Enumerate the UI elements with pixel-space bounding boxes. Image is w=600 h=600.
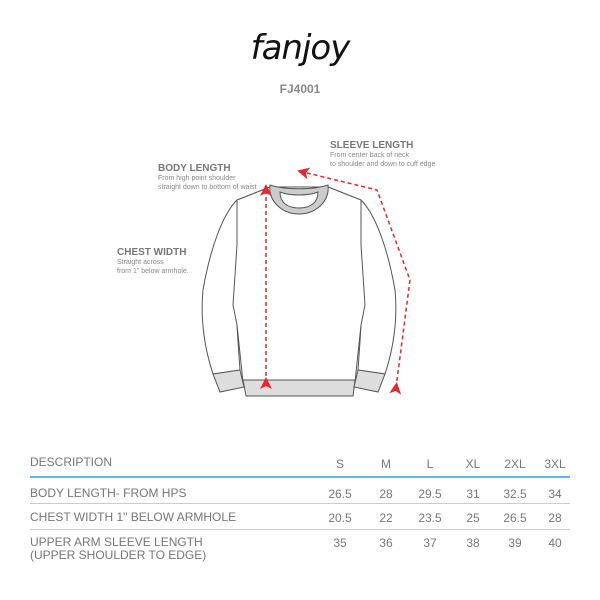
callout-title: CHEST WIDTH: [117, 247, 187, 258]
row-value: 22: [379, 511, 393, 525]
table-row: BODY LENGTH- FROM HPS 26.5 28 29.5 31 32…: [30, 478, 570, 504]
row-label: BODY LENGTH- FROM HPS: [30, 486, 187, 500]
callout-title: BODY LENGTH: [158, 163, 231, 174]
callout-desc: From high point shoulder: [158, 175, 236, 182]
row-label: UPPER ARM SLEEVE LENGTH (UPPER SHOULDER …: [30, 536, 206, 562]
table-header: DESCRIPTION S M L XL 2XL 3XL: [30, 452, 570, 478]
left-cuff: [212, 369, 245, 393]
header-size: S: [335, 457, 344, 471]
table-row: UPPER ARM SLEEVE LENGTH (UPPER SHOULDER …: [30, 530, 570, 570]
row-value: 39: [508, 536, 522, 550]
chest-width-callout: CHEST WIDTH Straight across from 1" belo…: [117, 247, 189, 276]
sleeve-length-callout: SLEEVE LENGTH From center back of neck t…: [330, 140, 435, 169]
header-size: M: [381, 457, 391, 471]
style-code: FJ4001: [279, 82, 321, 96]
header-size: 2XL: [504, 457, 526, 471]
row-value: 26.5: [328, 487, 352, 501]
sleeve-length-arrow: [297, 167, 411, 395]
callout-desc: From center back of neck: [330, 152, 409, 159]
sweater-diagram: [201, 167, 411, 397]
body-length-callout: BODY LENGTH From high point shoulder str…: [158, 163, 256, 192]
row-value: 28: [548, 511, 562, 525]
row-value: 23.5: [418, 511, 442, 525]
table-row: CHEST WIDTH 1" BELOW ARMHOLE 20.5 22 23.…: [30, 504, 570, 530]
header-size: XL: [465, 457, 481, 471]
size-table: DESCRIPTION S M L XL 2XL 3XL BODY LENGTH…: [30, 452, 570, 570]
callout-desc: straight down to bottom of waist: [158, 184, 257, 191]
brand-logo: fanjoy: [250, 28, 351, 68]
row-value: 26.5: [503, 511, 527, 525]
row-label-line: (UPPER SHOULDER TO EDGE): [30, 548, 207, 562]
row-value: 40: [548, 536, 562, 550]
callout-title: SLEEVE LENGTH: [330, 140, 414, 151]
hem-band: [242, 379, 356, 397]
callout-desc: from 1" below armhole.: [117, 268, 189, 275]
row-label: CHEST WIDTH 1" BELOW ARMHOLE: [30, 510, 237, 524]
right-cuff: [353, 369, 386, 393]
row-value: 35: [333, 536, 347, 550]
row-value: 36: [379, 536, 393, 550]
header-size: 3XL: [544, 457, 566, 471]
header-description: DESCRIPTION: [30, 455, 113, 469]
row-value: 32.5: [503, 487, 527, 501]
sweater-outline: [201, 184, 397, 397]
row-value: 31: [466, 487, 480, 501]
row-value: 20.5: [328, 511, 352, 525]
row-value: 37: [423, 536, 437, 550]
callout-desc: to shoulder and down to cuff edge: [330, 161, 436, 168]
row-value: 28: [379, 487, 393, 501]
body: [232, 186, 366, 383]
row-value: 38: [466, 536, 480, 550]
header-size: L: [426, 457, 434, 471]
row-value: 25: [466, 511, 480, 525]
row-value: 34: [548, 487, 562, 501]
callout-desc: Straight across: [117, 259, 164, 266]
row-label-line: UPPER ARM SLEEVE LENGTH: [30, 535, 203, 549]
row-value: 29.5: [418, 487, 442, 501]
